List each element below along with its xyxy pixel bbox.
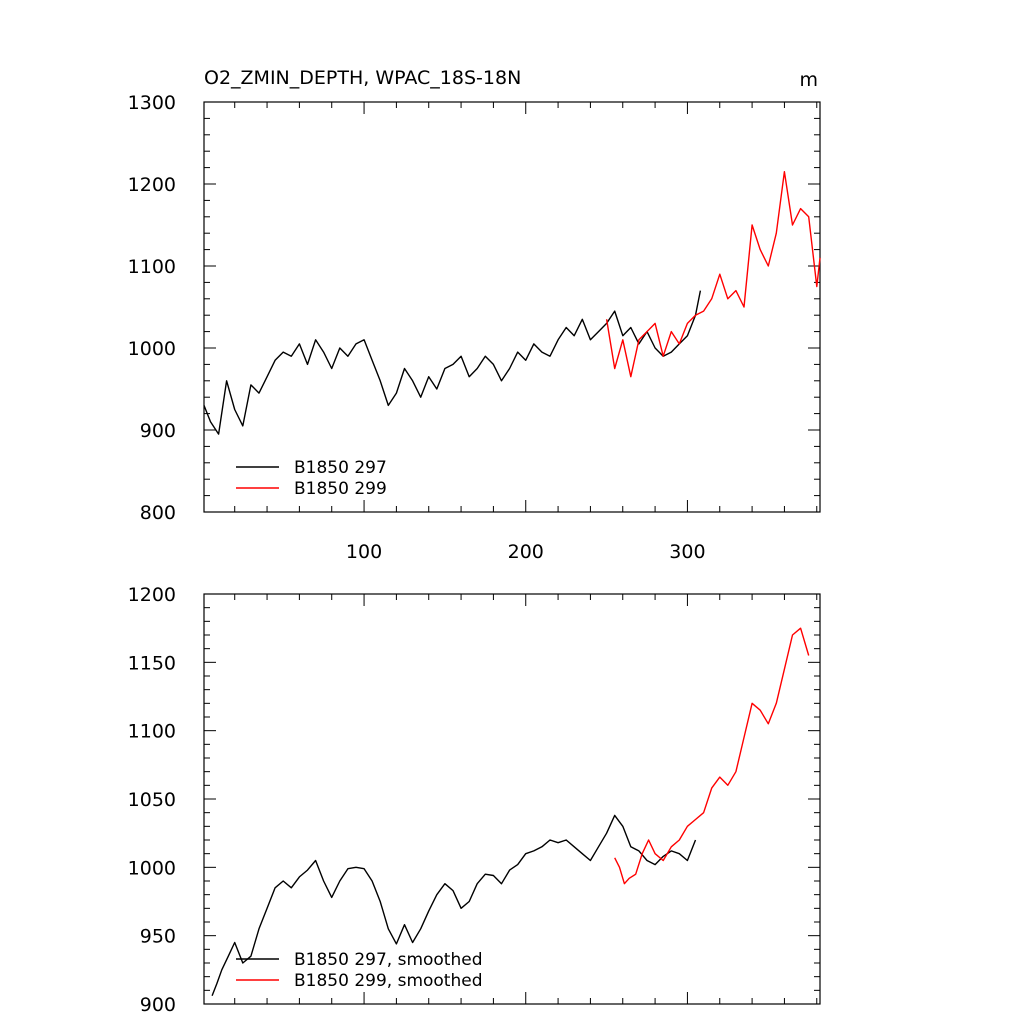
y-tick-label: 900: [140, 994, 176, 1016]
top-panel: O2_ZMIN_DEPTH, WPAC_18S-18N m 800 900 1000…: [128, 67, 821, 563]
units-label: m: [799, 69, 818, 91]
y-tick-label: 1200: [128, 174, 176, 196]
series-line-2: [605, 170, 821, 378]
y-tick-label: 1150: [128, 652, 176, 674]
legend-label: B1850 297: [294, 458, 387, 478]
series-line-1: [211, 814, 697, 997]
legend-label: B1850 297, smoothed: [294, 950, 483, 970]
plot-frame: [203, 593, 821, 1005]
series-line-1: [203, 290, 702, 435]
x-tick-label: 200: [508, 541, 544, 563]
bottom-panel: 900 950 1000 1050 1100 1150 1200 B1850 297, sm…: [128, 584, 821, 1016]
legend-label: B1850 299, smoothed: [294, 971, 483, 991]
tick-group: 800 900 1000 1100 1200 1300 100 200 300: [128, 92, 820, 563]
plot-frame: [203, 101, 821, 513]
y-tick-label: 1050: [128, 789, 176, 811]
y-tick-label: 1000: [128, 857, 176, 879]
y-tick-label: 1200: [128, 584, 176, 606]
y-tick-label: 1000: [128, 338, 176, 360]
y-tick-label: 1100: [128, 256, 176, 278]
x-tick-label: 300: [669, 541, 705, 563]
legend-label: B1850 299: [294, 479, 387, 499]
x-tick-label: 100: [346, 541, 382, 563]
series-group: [211, 627, 810, 997]
series-line-2: [614, 627, 810, 885]
y-tick-label: 1300: [128, 92, 176, 114]
y-tick-label: 800: [140, 502, 176, 524]
tick-group: 900 950 1000 1050 1100 1150 1200: [128, 584, 820, 1016]
series-group: [203, 170, 821, 435]
y-tick-label: 900: [140, 420, 176, 442]
y-tick-label: 1100: [128, 721, 176, 743]
y-tick-label: 950: [140, 926, 176, 948]
chart-title: O2_ZMIN_DEPTH, WPAC_18S-18N: [204, 67, 521, 89]
